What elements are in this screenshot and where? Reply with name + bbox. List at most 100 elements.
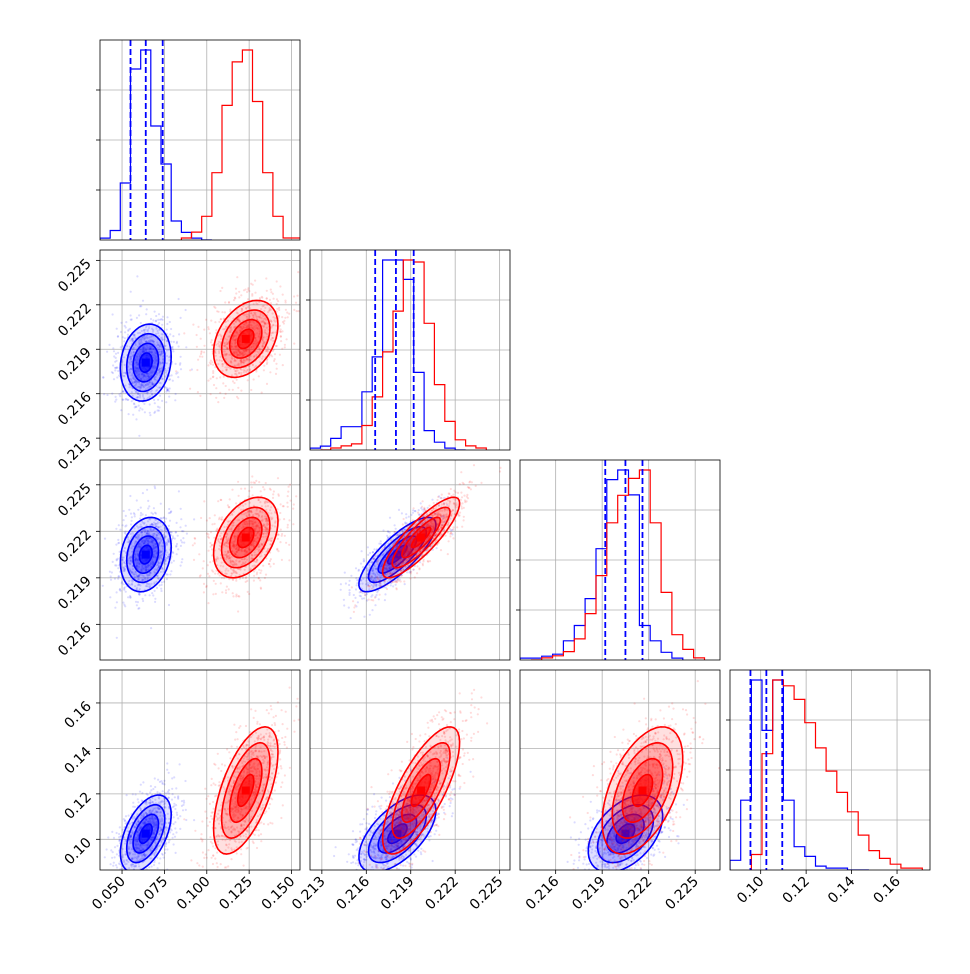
sample-point — [175, 546, 177, 548]
sample-point — [169, 520, 171, 522]
sample-point — [167, 574, 169, 576]
sample-point — [380, 543, 382, 545]
sample-point — [283, 322, 285, 324]
sample-point — [235, 580, 237, 582]
sample-point — [169, 512, 171, 514]
sample-point — [278, 534, 280, 536]
sample-point — [280, 335, 282, 337]
sample-point — [364, 592, 366, 594]
sample-point — [209, 542, 211, 544]
sample-point — [207, 380, 209, 382]
sample-point — [207, 536, 209, 538]
sample-point — [203, 560, 205, 562]
sample-point — [460, 471, 462, 473]
sample-point — [123, 583, 125, 585]
sample-point — [278, 495, 280, 497]
sample-point — [360, 595, 362, 597]
sample-point — [137, 509, 139, 511]
sample-point — [132, 414, 134, 416]
sample-point — [387, 537, 389, 539]
sample-point — [357, 601, 359, 603]
sample-point — [456, 526, 458, 528]
sample-point — [246, 291, 248, 293]
sample-point — [208, 575, 210, 577]
diag-panel-p4 — [726, 670, 930, 870]
sample-point — [155, 320, 157, 322]
sample-point — [248, 490, 250, 492]
sample-point — [117, 542, 119, 544]
sample-point — [248, 496, 250, 498]
sample-point — [117, 336, 119, 338]
sample-point — [177, 548, 179, 550]
sample-point — [113, 350, 115, 352]
sample-point — [405, 517, 407, 519]
sample-point — [362, 566, 364, 568]
sample-point — [115, 564, 117, 566]
sample-point — [378, 598, 380, 600]
sample-point — [214, 307, 216, 309]
sample-point — [152, 513, 154, 515]
sample-point — [114, 361, 116, 363]
sample-point — [130, 314, 132, 316]
sample-point — [120, 590, 122, 592]
sample-point — [350, 617, 352, 619]
sample-point — [112, 347, 114, 349]
sample-point — [139, 407, 141, 409]
sample-point — [247, 379, 249, 381]
sample-point — [324, 477, 326, 479]
sample-point — [354, 597, 356, 599]
sample-point — [272, 497, 274, 499]
sample-point — [157, 319, 159, 321]
sample-point — [219, 376, 221, 378]
sample-point — [175, 393, 177, 395]
sample-point — [260, 588, 262, 590]
sample-point — [147, 507, 149, 509]
sample-point — [240, 390, 242, 392]
sample-point — [123, 510, 125, 512]
sample-point — [210, 320, 212, 322]
sample-point — [256, 573, 258, 575]
sample-point — [196, 334, 198, 336]
sample-point — [268, 563, 270, 565]
sample-point — [162, 316, 164, 318]
sample-point — [296, 310, 298, 312]
sample-point — [211, 548, 213, 550]
sample-point — [293, 295, 295, 297]
sample-point — [203, 345, 205, 347]
sample-point — [355, 577, 357, 579]
sample-point — [353, 606, 355, 608]
sample-point — [144, 411, 146, 413]
sample-point — [110, 579, 112, 581]
sample-point — [288, 519, 290, 521]
sample-point — [237, 387, 239, 389]
sample-point — [252, 494, 254, 496]
sample-point — [117, 352, 119, 354]
sample-point — [136, 275, 138, 277]
sample-point — [231, 489, 233, 491]
sample-point — [271, 355, 273, 357]
sample-point — [219, 392, 221, 394]
sample-point — [138, 607, 140, 609]
sample-point — [207, 364, 209, 366]
sample-point — [258, 569, 260, 571]
sample-point — [274, 358, 276, 360]
sample-point — [340, 583, 342, 585]
sample-point — [152, 319, 154, 321]
sample-point — [217, 500, 219, 502]
sample-point — [185, 309, 187, 311]
sample-point — [131, 400, 133, 402]
sample-point — [344, 572, 346, 574]
sample-point — [235, 502, 237, 504]
sample-point — [172, 535, 174, 537]
sample-point — [102, 376, 104, 378]
sample-point — [374, 604, 376, 606]
sample-point — [127, 596, 129, 598]
sample-point — [207, 573, 209, 575]
sample-point — [183, 332, 185, 334]
sample-point — [387, 531, 389, 533]
sample-point — [228, 506, 230, 508]
sample-point — [401, 512, 403, 514]
sample-point — [114, 369, 116, 371]
sample-point — [196, 369, 198, 371]
sample-point — [183, 542, 185, 544]
